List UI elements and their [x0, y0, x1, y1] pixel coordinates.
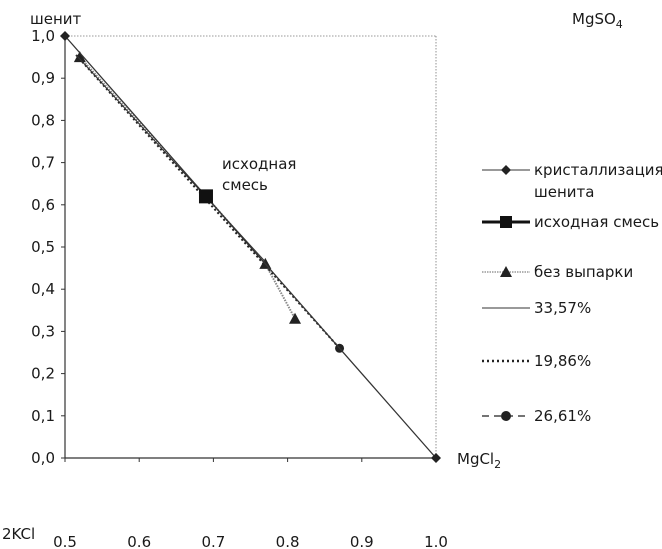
- legend-item-2: без выпарки: [482, 263, 633, 281]
- corner-label-top-right-main: MgSO: [572, 10, 616, 28]
- legend-label-5: 26,61%: [534, 407, 591, 425]
- corner-label-top-left: шенит: [30, 10, 82, 28]
- legend-marker-circle: [501, 411, 511, 421]
- data-point-diamond: [60, 31, 70, 41]
- y-tick-label: 0,2: [31, 365, 55, 383]
- data-point-triangle: [289, 312, 302, 324]
- y-ticks: 0,0 0,1 0,2 0,3 0,4 0,5 0,6 0,7 0,8 0,9 1,0: [31, 27, 65, 467]
- x-tick-label: 0.5: [53, 533, 77, 549]
- corner-label-top-right: MgSO4: [572, 10, 623, 31]
- y-tick-label: 0,7: [31, 154, 55, 172]
- x-tick-label: 0.9: [350, 533, 374, 549]
- legend-item-4: 19,86%: [482, 352, 591, 370]
- legend: кристаллизация шенита исходная смесь без…: [482, 161, 662, 425]
- corner-label-bottom-right-sub: 2: [494, 458, 501, 471]
- y-tick-label: 1,0: [31, 27, 55, 45]
- x-tick-label: 0.6: [127, 533, 151, 549]
- annotation-line2: смесь: [222, 176, 268, 194]
- series-layer: [60, 31, 441, 463]
- y-tick-label: 0,6: [31, 196, 55, 214]
- legend-marker-diamond: [501, 165, 511, 175]
- legend-item-0: кристаллизация шенита: [482, 161, 662, 201]
- corner-label-bottom-left: 2KCl: [2, 525, 35, 543]
- y-tick-label: 0,9: [31, 69, 55, 87]
- legend-item-1: исходная смесь: [482, 213, 659, 231]
- legend-marker-square: [500, 216, 512, 228]
- x-tick-label: 1.0: [424, 533, 448, 549]
- x-tick-label: 0.7: [201, 533, 225, 549]
- legend-label-2: без выпарки: [534, 263, 633, 281]
- y-tick-label: 0,3: [31, 322, 55, 340]
- y-tick-label: 0,1: [31, 407, 55, 425]
- legend-marker-triangle: [500, 266, 512, 277]
- legend-label-3: 33,57%: [534, 299, 591, 317]
- annotation-line1: исходная: [222, 155, 296, 173]
- data-point-diamond: [431, 453, 441, 463]
- corner-label-top-right-sub: 4: [616, 18, 623, 31]
- x-ticks: 0.5 0.6 0.7 0.8 0.9 1.0: [53, 458, 448, 549]
- y-tick-label: 0,4: [31, 280, 55, 298]
- y-tick-label: 0,0: [31, 449, 55, 467]
- legend-item-3: 33,57%: [482, 299, 591, 317]
- data-point-triangle: [73, 51, 86, 63]
- x-tick-label: 0.8: [276, 533, 300, 549]
- y-tick-label: 0,8: [31, 111, 55, 129]
- legend-label-4: 19,86%: [534, 352, 591, 370]
- legend-item-5: 26,61%: [482, 407, 591, 425]
- corner-label-bottom-right: MgCl2: [457, 450, 501, 471]
- series-line-4: [75, 54, 341, 349]
- legend-label-0b: шенита: [534, 183, 594, 201]
- series-line-0: [64, 35, 437, 459]
- data-point-square: [198, 189, 213, 204]
- legend-label-1: исходная смесь: [534, 213, 659, 231]
- corner-label-bottom-right-main: MgCl: [457, 450, 494, 468]
- legend-label-0a: кристаллизация: [534, 161, 662, 179]
- y-tick-label: 0,5: [31, 238, 55, 256]
